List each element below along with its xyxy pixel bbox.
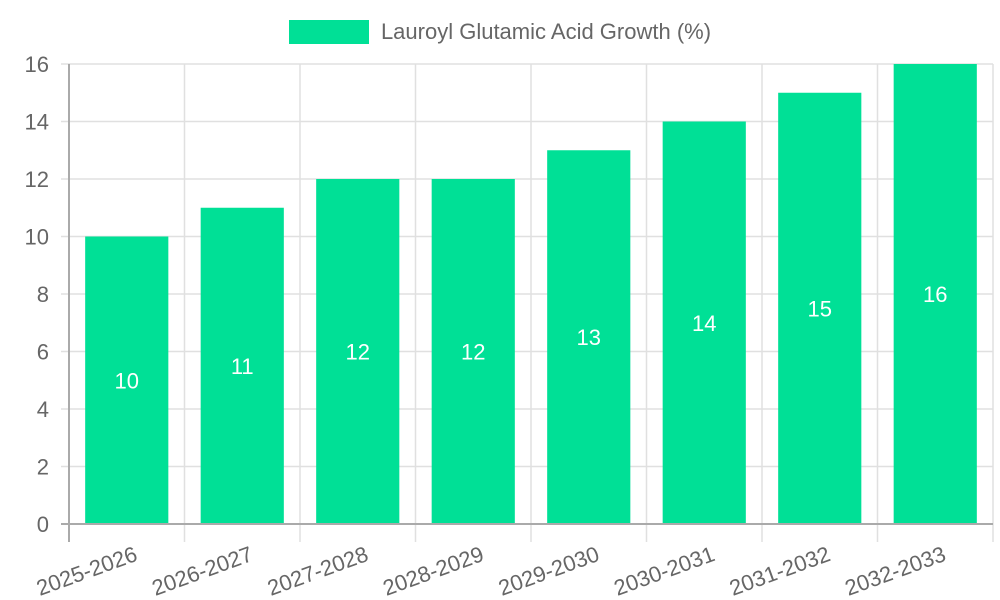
x-tick-label: 2025-2026 — [33, 541, 140, 600]
x-tick-label: 2031-2032 — [726, 541, 833, 600]
bar[interactable] — [85, 236, 169, 525]
chart-legend: Lauroyl Glutamic Acid Growth (%) — [0, 19, 1000, 45]
bar-value-label: 14 — [692, 311, 716, 336]
bar-value-label: 15 — [808, 296, 832, 321]
bar-value-label: 12 — [346, 340, 370, 365]
y-tick-label: 2 — [37, 455, 49, 480]
bar[interactable] — [200, 207, 284, 524]
x-tick-label: 2026-2027 — [149, 541, 256, 600]
bar[interactable] — [316, 179, 400, 524]
y-tick-label: 14 — [25, 110, 49, 135]
y-tick-label: 8 — [37, 282, 49, 307]
legend-label: Lauroyl Glutamic Acid Growth (%) — [380, 19, 712, 44]
bar-value-label: 13 — [577, 325, 601, 350]
bar[interactable] — [547, 150, 631, 524]
bar[interactable] — [893, 64, 977, 524]
x-tick-label: 2032-2033 — [842, 541, 949, 600]
bar[interactable] — [778, 92, 862, 524]
bar-value-label: 10 — [115, 368, 139, 393]
y-tick-label: 12 — [25, 167, 49, 192]
axes — [61, 64, 993, 542]
x-tick-label: 2030-2031 — [611, 541, 718, 600]
y-tick-label: 10 — [25, 225, 49, 250]
x-tick-label: 2027-2028 — [264, 541, 371, 600]
x-tick-label: 2029-2030 — [495, 541, 602, 600]
bar[interactable] — [431, 179, 515, 524]
bars — [85, 64, 977, 524]
y-tick-label: 0 — [37, 512, 49, 537]
bar-value-label: 16 — [923, 282, 947, 307]
bar[interactable] — [662, 121, 746, 525]
y-tick-label: 6 — [37, 340, 49, 365]
x-tick-label: 2028-2029 — [380, 541, 487, 600]
y-tick-label: 16 — [25, 52, 49, 77]
bar-value-label: 12 — [461, 340, 485, 365]
bar-value-label: 11 — [231, 354, 254, 379]
legend-swatch[interactable] — [288, 20, 369, 44]
y-tick-label: 4 — [37, 397, 49, 422]
